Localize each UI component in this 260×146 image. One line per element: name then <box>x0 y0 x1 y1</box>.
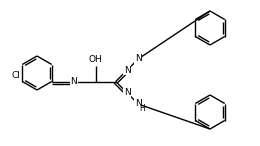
Text: N: N <box>124 88 131 97</box>
Text: N: N <box>70 77 77 86</box>
Text: Cl: Cl <box>11 71 20 80</box>
Text: N: N <box>135 99 142 108</box>
Text: H: H <box>139 104 145 113</box>
Text: N: N <box>124 66 131 75</box>
Text: OH: OH <box>89 55 103 65</box>
Text: N: N <box>135 54 142 63</box>
